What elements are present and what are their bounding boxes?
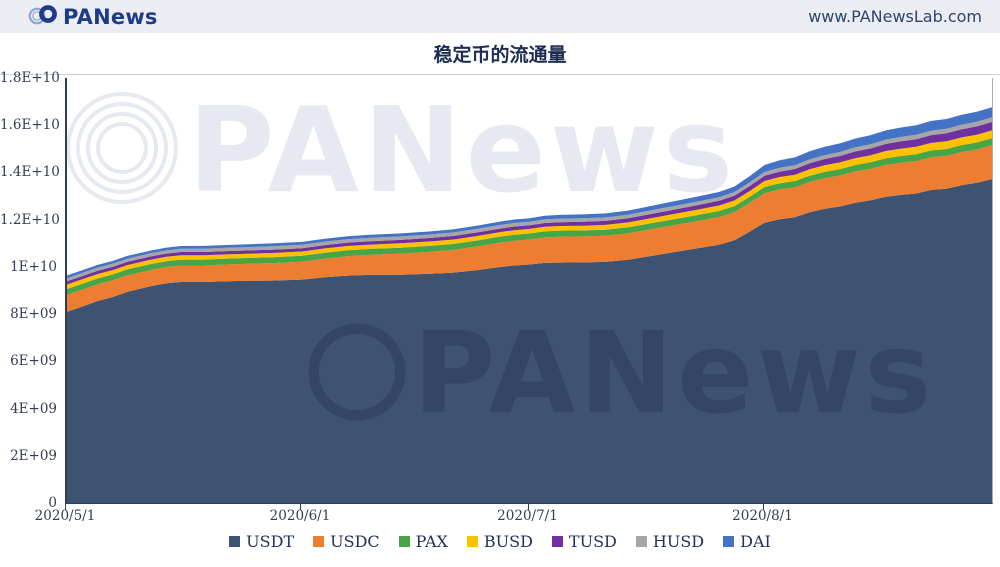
legend-label: TUSD (568, 532, 617, 551)
header-bar: PANews www.PANewsLab.com (0, 0, 1000, 33)
site-url[interactable]: www.PANewsLab.com (808, 7, 982, 26)
legend-swatch-icon (466, 536, 478, 547)
legend-label: BUSD (483, 532, 533, 551)
legend-item-dai[interactable]: DAI (723, 532, 771, 551)
legend-item-pax[interactable]: PAX (398, 532, 448, 551)
y-axis-label: 1.4E+10 (0, 164, 60, 181)
x-axis-tick (762, 504, 764, 510)
y-axis-label: 1.6E+10 (0, 117, 60, 134)
brand-name: PANews (63, 4, 158, 29)
y-axis-label: 8E+09 (10, 306, 57, 323)
y-axis-label: 1.8E+10 (0, 70, 60, 86)
legend-label: USDT (246, 532, 295, 551)
legend-swatch-icon (635, 536, 647, 547)
x-axis-label: 2020/6/1 (269, 508, 331, 524)
y-axis-label: 4E+09 (10, 400, 57, 417)
panews-logo-icon (27, 3, 59, 31)
x-axis-label: 2020/5/1 (34, 508, 96, 524)
legend-item-tusd[interactable]: TUSD (551, 532, 617, 551)
brand[interactable]: PANews (27, 3, 158, 31)
legend-swatch-icon (723, 536, 735, 547)
title-divider (0, 74, 1000, 75)
legend-swatch-icon (398, 536, 410, 547)
plot-area (65, 78, 993, 504)
legend-label: PAX (415, 532, 448, 551)
x-axis-label: 2020/7/1 (497, 508, 558, 524)
stacked-area-chart[interactable] (67, 78, 992, 503)
chart-title: 稳定币的流通量 (433, 44, 567, 66)
legend-label: HUSD (652, 532, 705, 551)
x-axis-label: 2020/8/1 (732, 508, 793, 524)
y-axis-label: 6E+09 (10, 353, 57, 370)
x-axis-tick (527, 504, 529, 510)
legend-swatch-icon (551, 536, 563, 547)
y-axis-label: 1.2E+10 (0, 211, 60, 228)
y-axis-label: 2E+09 (10, 447, 57, 464)
legend-label: USDC (330, 532, 380, 551)
area-usdc (67, 145, 992, 312)
legend-item-usdc[interactable]: USDC (313, 532, 380, 551)
legend-item-busd[interactable]: BUSD (466, 532, 533, 551)
y-axis-label: 0 (48, 495, 57, 511)
legend-item-husd[interactable]: HUSD (635, 532, 705, 551)
legend-swatch-icon (313, 536, 325, 547)
legend-swatch-icon (229, 536, 241, 547)
y-axis-label: 1E+10 (10, 258, 57, 275)
x-axis-tick (300, 504, 301, 510)
legend-label: DAI (740, 532, 771, 551)
legend: USDT USDC PAX BUSD TUSD HUSD DAI (0, 532, 1000, 551)
legend-item-usdt[interactable]: USDT (229, 532, 294, 551)
area-usdt (67, 179, 992, 503)
x-axis-tick (65, 504, 66, 510)
